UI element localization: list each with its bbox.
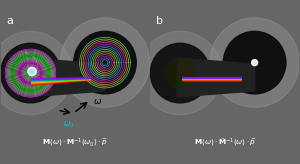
Text: $\omega_0$: $\omega_0$ xyxy=(64,119,75,130)
Circle shape xyxy=(74,31,136,94)
Circle shape xyxy=(28,67,36,76)
Circle shape xyxy=(1,43,60,103)
Text: $\omega$: $\omega$ xyxy=(93,97,102,106)
Circle shape xyxy=(60,18,150,107)
Circle shape xyxy=(150,43,210,103)
Text: $\mathbf{M}(\omega)\cdot\bar{\mathbf{M}}^{-1}(\omega)\cdot\vec{p}$: $\mathbf{M}(\omega)\cdot\bar{\mathbf{M}}… xyxy=(194,137,256,149)
Polygon shape xyxy=(28,58,105,97)
Text: a: a xyxy=(7,16,14,26)
Circle shape xyxy=(165,58,195,88)
Circle shape xyxy=(0,31,72,115)
Circle shape xyxy=(252,60,258,66)
Circle shape xyxy=(30,69,34,74)
Circle shape xyxy=(210,18,299,107)
Text: $\mathbf{M}(\omega)\cdot\mathbf{M}^{-1}(\omega_0)\cdot\vec{p}$: $\mathbf{M}(\omega)\cdot\mathbf{M}^{-1}(… xyxy=(42,137,108,149)
Circle shape xyxy=(138,31,222,115)
Circle shape xyxy=(223,31,286,94)
Circle shape xyxy=(253,61,256,64)
Text: b: b xyxy=(156,16,163,26)
Polygon shape xyxy=(177,58,255,97)
